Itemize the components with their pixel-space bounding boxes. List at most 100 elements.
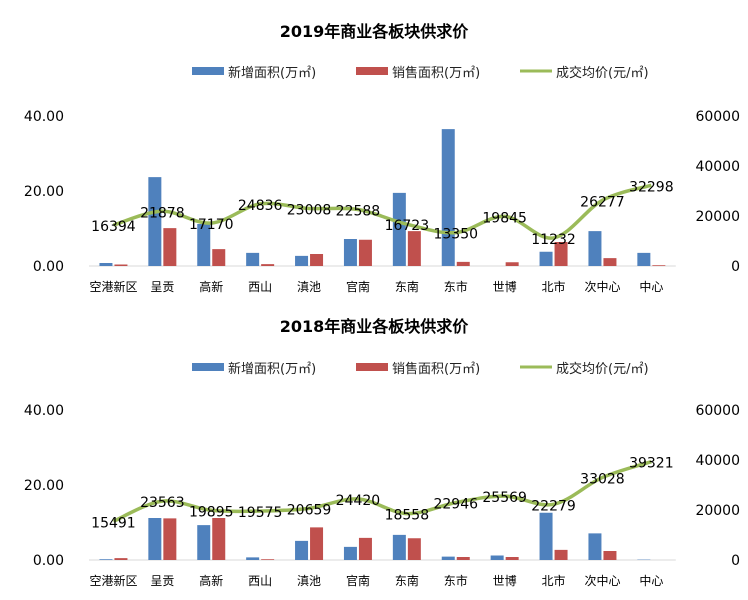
bar-new-area: [442, 557, 455, 560]
bar-new-area: [393, 535, 406, 560]
data-label-avg-price: 22946: [433, 497, 478, 513]
data-label-avg-price: 23008: [287, 202, 332, 218]
y-right-tick-label: 20000: [695, 503, 740, 519]
y-right-tick-label: 60000: [695, 403, 740, 419]
bar-sold-area: [261, 264, 274, 266]
bar-new-area: [491, 556, 504, 561]
x-tick-label: 空港新区: [89, 573, 137, 588]
y-left-tick-label: 0.00: [33, 553, 64, 569]
legend-swatch: [192, 67, 224, 75]
y-left-tick-label: 0.00: [33, 259, 64, 275]
x-tick-label: 西山: [248, 280, 272, 294]
legend-label: 销售面积(万㎡): [392, 65, 480, 81]
data-label-avg-price: 32298: [629, 179, 674, 195]
y-left-tick-label: 40.00: [24, 403, 64, 419]
bar-sold-area: [603, 258, 616, 266]
bar-new-area: [295, 256, 308, 266]
legend-swatch: [192, 363, 224, 371]
bar-sold-area: [555, 550, 568, 560]
x-tick-label: 次中心: [584, 573, 620, 588]
data-label-avg-price: 26277: [580, 194, 625, 210]
x-tick-label: 东市: [444, 279, 468, 294]
y-left-tick-label: 20.00: [24, 478, 64, 494]
x-tick-label: 世博: [493, 573, 517, 588]
x-tick-label: 世博: [493, 279, 517, 294]
data-label-avg-price: 25569: [482, 490, 527, 506]
legend-label: 成交均价(元/㎡): [556, 65, 649, 81]
bar-new-area: [246, 557, 259, 560]
bar-sold-area: [457, 262, 470, 266]
bar-new-area: [540, 513, 553, 560]
bar-sold-area: [457, 557, 470, 560]
x-tick-label: 东市: [444, 573, 468, 588]
bar-sold-area: [359, 538, 372, 560]
bar-new-area: [588, 533, 601, 560]
bar-new-area: [99, 263, 112, 266]
bar-sold-area: [163, 228, 176, 266]
data-label-avg-price: 22279: [531, 498, 576, 514]
bar-new-area: [637, 253, 650, 266]
data-label-avg-price: 13350: [433, 227, 478, 243]
bar-sold-area: [603, 551, 616, 560]
x-tick-label: 空港新区: [89, 279, 137, 294]
y-left-tick-label: 40.00: [24, 109, 64, 125]
bar-new-area: [197, 525, 210, 560]
y-right-tick-label: 0: [731, 553, 740, 569]
bar-sold-area: [212, 249, 225, 266]
bar-sold-area: [114, 558, 127, 560]
x-tick-label: 北市: [542, 279, 566, 294]
data-label-avg-price: 23563: [140, 495, 185, 511]
legend-swatch: [356, 363, 388, 371]
data-label-avg-price: 16394: [91, 219, 136, 235]
x-tick-label: 中心: [639, 573, 663, 588]
x-tick-label: 滇池: [297, 574, 321, 588]
bar-new-area: [295, 541, 308, 560]
x-tick-label: 北市: [542, 573, 566, 588]
y-right-tick-label: 20000: [695, 209, 740, 225]
bar-new-area: [246, 253, 259, 266]
bar-new-area: [588, 231, 601, 266]
bar-sold-area: [261, 559, 274, 560]
data-label-avg-price: 11232: [531, 232, 576, 248]
bar-new-area: [99, 559, 112, 560]
x-tick-label: 东南: [395, 279, 419, 294]
data-label-avg-price: 17170: [189, 217, 234, 233]
bar-new-area: [540, 252, 553, 266]
x-tick-label: 次中心: [584, 279, 620, 294]
data-label-avg-price: 19845: [482, 210, 527, 226]
data-label-avg-price: 39321: [629, 456, 674, 472]
x-tick-label: 呈贡: [150, 574, 174, 588]
legend-swatch: [356, 67, 388, 75]
bar-sold-area: [359, 240, 372, 266]
bar-new-area: [344, 547, 357, 560]
data-label-avg-price: 18558: [385, 508, 430, 524]
y-right-tick-label: 40000: [695, 453, 740, 469]
bar-sold-area: [408, 231, 421, 266]
bar-sold-area: [114, 265, 127, 267]
data-label-avg-price: 19895: [189, 504, 234, 520]
legend-label: 成交均价(元/㎡): [556, 361, 649, 377]
x-tick-label: 官南: [346, 573, 370, 588]
x-tick-label: 东南: [395, 573, 419, 588]
y-right-tick-label: 40000: [695, 159, 740, 175]
y-right-tick-label: 0: [731, 259, 740, 275]
bar-sold-area: [163, 518, 176, 560]
x-tick-label: 呈贡: [150, 280, 174, 294]
bar-sold-area: [310, 527, 323, 560]
bar-sold-area: [408, 538, 421, 560]
chart-title: 2018年商业各板块供求价: [280, 317, 470, 336]
data-label-avg-price: 15491: [91, 515, 136, 531]
bar-sold-area: [506, 262, 519, 266]
chart-title: 2019年商业各板块供求价: [280, 22, 470, 41]
y-right-tick-label: 60000: [695, 109, 740, 125]
legend-label: 销售面积(万㎡): [392, 361, 480, 377]
bar-sold-area: [310, 254, 323, 266]
data-label-avg-price: 33028: [580, 471, 625, 487]
data-label-avg-price: 24420: [336, 493, 381, 509]
legend-label: 新增面积(万㎡): [228, 361, 316, 377]
x-tick-label: 官南: [346, 279, 370, 294]
bar-new-area: [344, 239, 357, 266]
bar-new-area: [148, 518, 161, 560]
bar-new-area: [442, 129, 455, 266]
